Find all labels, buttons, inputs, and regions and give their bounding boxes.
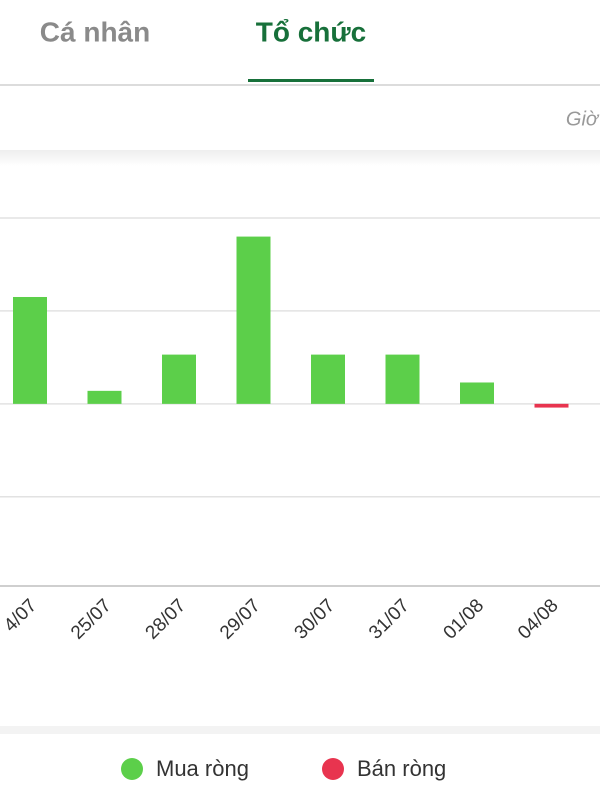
bar — [236, 236, 271, 404]
filter-label[interactable]: Giờ — [566, 108, 600, 130]
bar — [13, 296, 47, 404]
bar — [385, 354, 420, 404]
bar — [460, 382, 494, 404]
tabs: Cá nhân Tổ chức — [40, 16, 374, 82]
x-tick-label: 30/07 — [291, 595, 339, 643]
legend-label: Mua ròng — [156, 756, 249, 781]
x-tick-label: 04/08 — [514, 595, 562, 643]
card-shadow — [0, 726, 600, 734]
x-tick-label: 29/07 — [216, 595, 264, 643]
bar — [162, 354, 196, 404]
legend-label: Bán ròng — [357, 756, 446, 781]
x-tick-label: 25/07 — [67, 595, 115, 643]
x-tick-label: 31/07 — [365, 595, 413, 643]
legend-swatch — [322, 758, 344, 780]
x-tick-label: 01/08 — [440, 595, 488, 643]
x-tick-label: 28/07 — [142, 595, 190, 643]
tab-label[interactable]: Cá nhân — [40, 16, 150, 47]
bar — [311, 354, 345, 404]
legend: Mua ròng Bán ròng — [121, 756, 446, 781]
bar — [534, 403, 569, 408]
bar — [87, 390, 122, 404]
card-shadow — [0, 150, 600, 166]
legend-swatch — [121, 758, 143, 780]
plot: 4/0725/0728/0729/0730/0731/0701/0804/080… — [0, 217, 600, 644]
x-tick-label: 4/07 — [0, 595, 41, 636]
tab-label[interactable]: Tổ chức — [256, 16, 367, 47]
tab-underline — [248, 79, 374, 82]
